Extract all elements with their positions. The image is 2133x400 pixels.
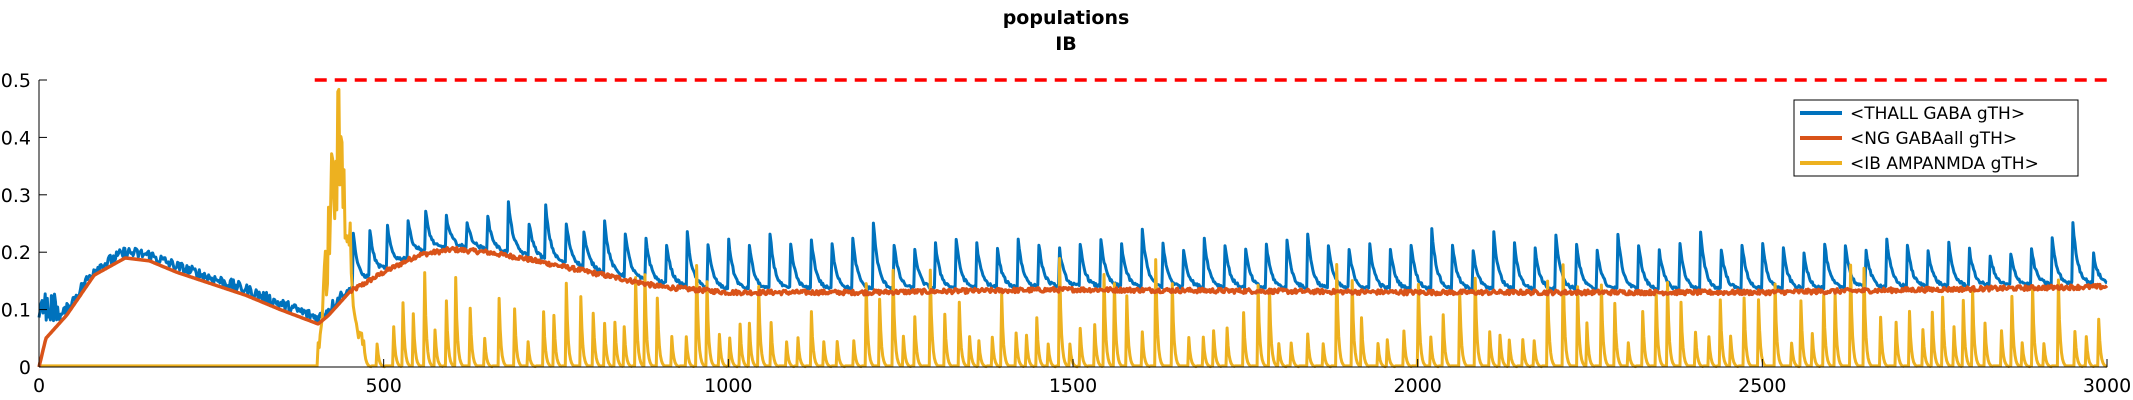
- legend: <THALL GABA gTH> <NG GABAall gTH> <IB AM…: [1793, 99, 2079, 177]
- y-axis-ticks: 0 0.1 0.2 0.3 0.4 0.5: [1, 70, 47, 379]
- y-tick-label: 0.1: [1, 300, 31, 322]
- x-axis-ticks: 0 500 1000 1500 2000 2500 3000: [33, 359, 2131, 397]
- x-tick-label: 0: [33, 375, 45, 397]
- y-tick-label: 0.4: [1, 127, 31, 149]
- y-tick-label: 0.2: [1, 242, 31, 264]
- y-tick-label: 0.5: [1, 70, 31, 92]
- x-tick-label: 2500: [1738, 375, 1786, 397]
- legend-label-ng: <NG GABAall gTH>: [1850, 129, 2017, 149]
- legend-label-thall: <THALL GABA gTH>: [1850, 104, 2025, 124]
- legend-label-ib: <IB AMPANMDA gTH>: [1850, 154, 2039, 174]
- x-tick-label: 500: [366, 375, 402, 397]
- series-line-ng-gabaall: [37, 245, 2109, 368]
- y-tick-label: 0.3: [1, 185, 31, 207]
- x-tick-label: 1500: [1049, 375, 1097, 397]
- y-tick-label: 0: [19, 357, 31, 379]
- x-tick-label: 2000: [1393, 375, 1441, 397]
- x-tick-label: 1000: [704, 375, 752, 397]
- chart-subtitle: IB: [1055, 33, 1077, 55]
- x-tick-label: 3000: [2083, 375, 2131, 397]
- series-line-thall-gaba: [37, 200, 2108, 326]
- chart-title: populations: [1003, 7, 1130, 29]
